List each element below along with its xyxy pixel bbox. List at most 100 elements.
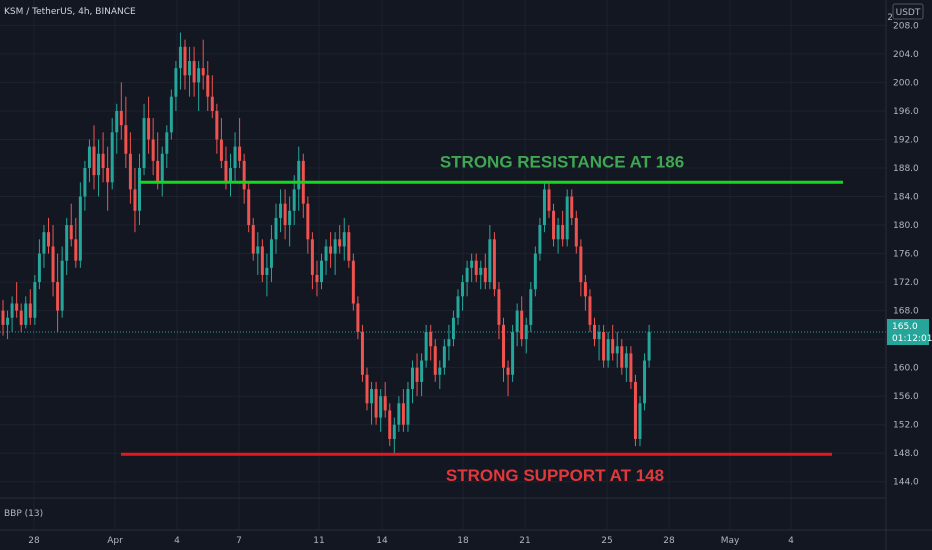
- candle-body: [520, 310, 524, 340]
- candle-body: [274, 217, 278, 240]
- y-tick-label: 144.0: [893, 478, 919, 488]
- candle-body: [624, 353, 628, 368]
- level-lines: STRONG RESISTANCE AT 186 STRONG SUPPORT A…: [121, 152, 843, 485]
- candle-body: [215, 110, 219, 140]
- candle-body: [178, 46, 182, 69]
- x-tick-label: 14: [376, 536, 388, 546]
- x-tick-label: Apr: [107, 536, 123, 546]
- candle-body: [97, 153, 101, 176]
- chart-grid: [0, 0, 886, 530]
- candle-body: [15, 303, 19, 311]
- candle-body: [351, 260, 355, 304]
- y-tick-label: 172.0: [893, 278, 919, 288]
- candle-body: [47, 232, 50, 247]
- candle-body: [283, 203, 287, 226]
- candle-body: [602, 332, 606, 361]
- candle-body: [342, 232, 346, 247]
- candle-body: [474, 260, 478, 275]
- candle-body: [506, 367, 510, 375]
- candle-body: [37, 253, 41, 283]
- candle-body: [356, 303, 360, 332]
- candle-body: [251, 225, 255, 254]
- candle-body: [329, 246, 333, 254]
- candle-body: [429, 332, 433, 347]
- candle-body: [470, 260, 474, 268]
- symbol-label[interactable]: KSM / TetherUS, 4h, BINANCE: [4, 7, 136, 17]
- candle-body: [65, 225, 69, 261]
- candle-body: [128, 153, 132, 190]
- candle-body: [438, 367, 442, 375]
- candle-body: [420, 360, 424, 382]
- candlestick-series: [1, 32, 651, 454]
- currency-badge[interactable]: [892, 3, 924, 20]
- candle-body: [310, 239, 314, 275]
- candle-body: [279, 203, 283, 218]
- candle-body: [524, 324, 528, 340]
- candle-body: [119, 110, 123, 126]
- candle-body: [570, 196, 574, 218]
- candle-body: [51, 246, 55, 283]
- candle-body: [292, 189, 296, 211]
- candle-body: [529, 289, 533, 325]
- candle-body: [124, 125, 128, 154]
- candle-body: [306, 203, 310, 240]
- price-axis[interactable]: 144.0148.0152.0156.0160.0164.0168.0172.0…: [893, 21, 919, 487]
- candle-body: [165, 132, 169, 154]
- candle-body: [183, 46, 187, 76]
- candle-body: [424, 332, 428, 361]
- candle-body: [611, 339, 615, 354]
- candle-body: [638, 403, 642, 439]
- candle-body: [169, 96, 173, 133]
- x-tick-label: 7: [236, 536, 242, 546]
- candle-body: [629, 353, 633, 382]
- candle-body: [365, 374, 369, 404]
- candle-body: [192, 61, 196, 83]
- x-tick-label: 25: [601, 536, 612, 546]
- candle-body: [461, 282, 465, 297]
- y-tick-label: 148.0: [893, 449, 919, 459]
- candle-body: [269, 239, 273, 268]
- x-tick-label: 4: [788, 536, 794, 546]
- candle-body: [69, 225, 73, 240]
- x-tick-label: 28: [28, 536, 40, 546]
- candle-body: [397, 403, 401, 425]
- candle-body: [101, 153, 105, 168]
- candle-body: [538, 225, 542, 254]
- candle-body: [74, 239, 78, 261]
- candle-body: [33, 282, 37, 318]
- candle-body: [574, 217, 578, 247]
- candle-body: [511, 332, 515, 375]
- candle-body: [297, 160, 301, 190]
- candle-body: [579, 246, 583, 283]
- candle-body: [247, 189, 251, 226]
- time-axis[interactable]: 28 Apr 4 7 11 14 18 21 25 28 May 4: [28, 536, 794, 546]
- candle-body: [379, 396, 383, 418]
- candle-body: [561, 225, 565, 240]
- candle-body: [156, 160, 160, 183]
- x-tick-label: 11: [313, 536, 324, 546]
- candle-body: [597, 332, 601, 340]
- x-tick-label: 18: [457, 536, 469, 546]
- candle-body: [360, 332, 364, 375]
- candle-body: [401, 403, 405, 425]
- y-tick-label: 152.0: [893, 421, 919, 431]
- candle-body: [392, 424, 396, 439]
- x-tick-label: 21: [519, 536, 530, 546]
- countdown-value: 01:12:01: [892, 334, 932, 344]
- candle-body: [433, 346, 437, 375]
- candle-body: [588, 296, 592, 325]
- candle-body: [374, 389, 378, 418]
- candle-body: [115, 110, 119, 133]
- candle-body: [42, 232, 46, 254]
- x-tick-label: 4: [174, 536, 180, 546]
- candle-body: [415, 367, 419, 382]
- candle-body: [197, 68, 201, 83]
- candle-body: [24, 303, 28, 325]
- candle-body: [201, 68, 205, 76]
- last-price-tag-background: [887, 319, 929, 345]
- candle-body: [556, 225, 560, 240]
- candle-body: [442, 346, 446, 368]
- candle-body: [6, 317, 10, 325]
- indicator-label[interactable]: BBP (13): [4, 509, 43, 519]
